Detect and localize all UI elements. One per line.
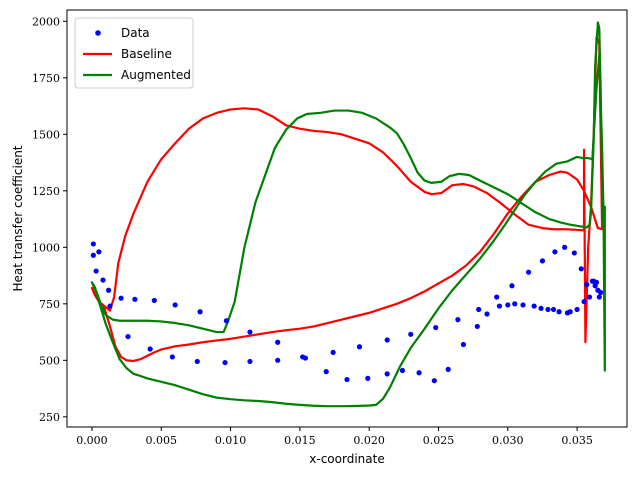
x-tick-label: 0.000 bbox=[76, 434, 108, 447]
x-axis: 0.000 0.005 0.010 0.015 0.020 0.025 0.030 0.035 bbox=[76, 427, 593, 447]
data-point bbox=[408, 331, 414, 337]
data-point bbox=[330, 349, 336, 356]
data-point bbox=[222, 359, 228, 366]
data-point bbox=[512, 301, 518, 307]
y-axis-title: Heat transfer coefficient bbox=[11, 145, 25, 291]
data-point bbox=[169, 354, 175, 360]
data-point bbox=[302, 355, 309, 361]
data-point bbox=[147, 346, 153, 352]
legend-marker bbox=[95, 30, 101, 36]
plot-frame bbox=[66, 9, 628, 428]
data-point bbox=[545, 306, 551, 313]
data-point bbox=[416, 370, 422, 376]
data-point bbox=[550, 306, 557, 313]
data-point bbox=[455, 317, 461, 323]
data-point bbox=[356, 344, 363, 350]
data-point bbox=[445, 366, 451, 372]
x-tick-label: 0.035 bbox=[561, 434, 593, 447]
data-point bbox=[90, 252, 96, 258]
data-point bbox=[525, 269, 532, 275]
data-point bbox=[275, 339, 281, 345]
data-point bbox=[194, 358, 200, 365]
data-point bbox=[556, 309, 562, 315]
data-point bbox=[593, 279, 600, 285]
data-point bbox=[96, 249, 102, 255]
series-layer bbox=[90, 21, 606, 408]
data-point bbox=[90, 241, 96, 247]
data-point bbox=[93, 268, 99, 274]
x-tick-label: 0.010 bbox=[215, 434, 247, 447]
data-point bbox=[384, 371, 390, 377]
x-tick-label: 0.020 bbox=[353, 434, 385, 447]
series-line-augmented bbox=[90, 21, 606, 408]
data-point bbox=[496, 303, 503, 309]
data-point bbox=[538, 305, 544, 311]
y-tick-label: 250 bbox=[39, 411, 60, 424]
data-point bbox=[365, 375, 371, 382]
data-point bbox=[460, 341, 467, 348]
data-point bbox=[584, 282, 590, 288]
legend-label: Baseline bbox=[121, 47, 172, 61]
data-point bbox=[571, 250, 577, 256]
data-point bbox=[476, 306, 482, 313]
data-point bbox=[431, 378, 437, 384]
data-point bbox=[520, 302, 526, 308]
data-point bbox=[151, 297, 157, 304]
data-point bbox=[574, 306, 580, 313]
data-point bbox=[484, 311, 490, 317]
data-point bbox=[586, 294, 593, 300]
y-axis: 250 500 750 1000 1250 1500 1750 2000 bbox=[32, 15, 67, 424]
data-point bbox=[384, 337, 390, 343]
data-point bbox=[197, 309, 203, 315]
y-tick-label: 1250 bbox=[32, 185, 60, 198]
data-point bbox=[247, 329, 253, 335]
x-tick-label: 0.030 bbox=[492, 434, 524, 447]
data-point bbox=[581, 298, 587, 305]
data-point bbox=[125, 333, 131, 340]
y-tick-label: 750 bbox=[39, 298, 60, 311]
data-point bbox=[578, 266, 584, 272]
data-point bbox=[247, 358, 253, 365]
data-point bbox=[172, 302, 178, 308]
legend-label: Data bbox=[121, 26, 150, 40]
y-tick-label: 1000 bbox=[32, 241, 60, 254]
x-tick-label: 0.025 bbox=[423, 434, 455, 447]
y-tick-label: 500 bbox=[39, 354, 60, 367]
data-point bbox=[567, 309, 573, 315]
data-point bbox=[118, 295, 124, 301]
x-axis-title: x-coordinate bbox=[309, 452, 384, 466]
data-point bbox=[275, 357, 281, 363]
data-point bbox=[223, 318, 230, 324]
y-tick-label: 2000 bbox=[32, 15, 60, 28]
x-tick-label: 0.015 bbox=[284, 434, 316, 447]
data-point bbox=[505, 302, 511, 308]
data-point bbox=[433, 324, 439, 331]
data-point bbox=[323, 369, 329, 375]
data-point bbox=[494, 294, 500, 300]
data-point bbox=[399, 367, 406, 374]
data-point bbox=[132, 296, 138, 302]
x-tick-label: 0.005 bbox=[146, 434, 178, 447]
data-point bbox=[552, 249, 558, 255]
data-point bbox=[509, 283, 515, 289]
data-point bbox=[344, 376, 350, 383]
legend: Data Baseline Augmented bbox=[74, 17, 194, 89]
data-point bbox=[100, 277, 106, 283]
legend-label: Augmented bbox=[121, 68, 191, 82]
data-point bbox=[562, 244, 568, 250]
data-point bbox=[598, 289, 604, 296]
y-tick-label: 1750 bbox=[32, 72, 60, 85]
legend-box bbox=[74, 17, 194, 89]
data-point bbox=[105, 287, 112, 293]
data-point bbox=[531, 303, 537, 309]
data-point bbox=[107, 303, 113, 309]
data-point bbox=[474, 323, 480, 330]
data-point bbox=[596, 294, 602, 300]
y-tick-label: 1500 bbox=[32, 128, 60, 141]
data-point bbox=[539, 258, 546, 264]
